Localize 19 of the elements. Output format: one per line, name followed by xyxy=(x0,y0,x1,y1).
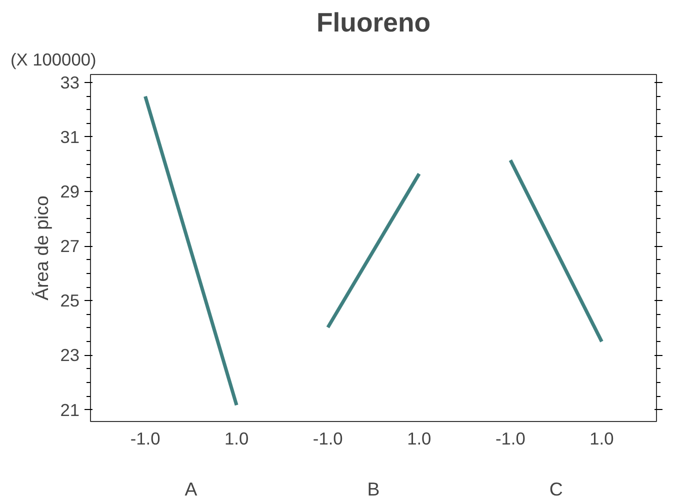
x-tick-label: 1.0 xyxy=(224,428,249,448)
y-tick-label: 31 xyxy=(60,126,80,147)
y-tick-label: 29 xyxy=(60,182,80,202)
text: (X 100000) xyxy=(10,50,96,70)
x-tick-label: 1.0 xyxy=(590,428,614,448)
text: A xyxy=(184,478,198,500)
chart-title: Fluoreno xyxy=(316,8,431,38)
x-tick-label: -1.0 xyxy=(130,428,160,448)
y-tick-label: 27 xyxy=(60,236,80,256)
text: C xyxy=(549,478,563,500)
x-tick-label: -1.0 xyxy=(496,428,526,448)
x-tick-label: 1.0 xyxy=(407,428,432,448)
y-tick-label: 23 xyxy=(60,345,80,366)
y-tick-label: 21 xyxy=(60,400,80,420)
text: B xyxy=(367,478,380,500)
y-axis-title: Área de pico xyxy=(31,196,52,300)
y-tick-label: 33 xyxy=(60,72,80,92)
y-tick-label: 25 xyxy=(60,290,80,311)
x-tick-label: -1.0 xyxy=(312,428,343,448)
